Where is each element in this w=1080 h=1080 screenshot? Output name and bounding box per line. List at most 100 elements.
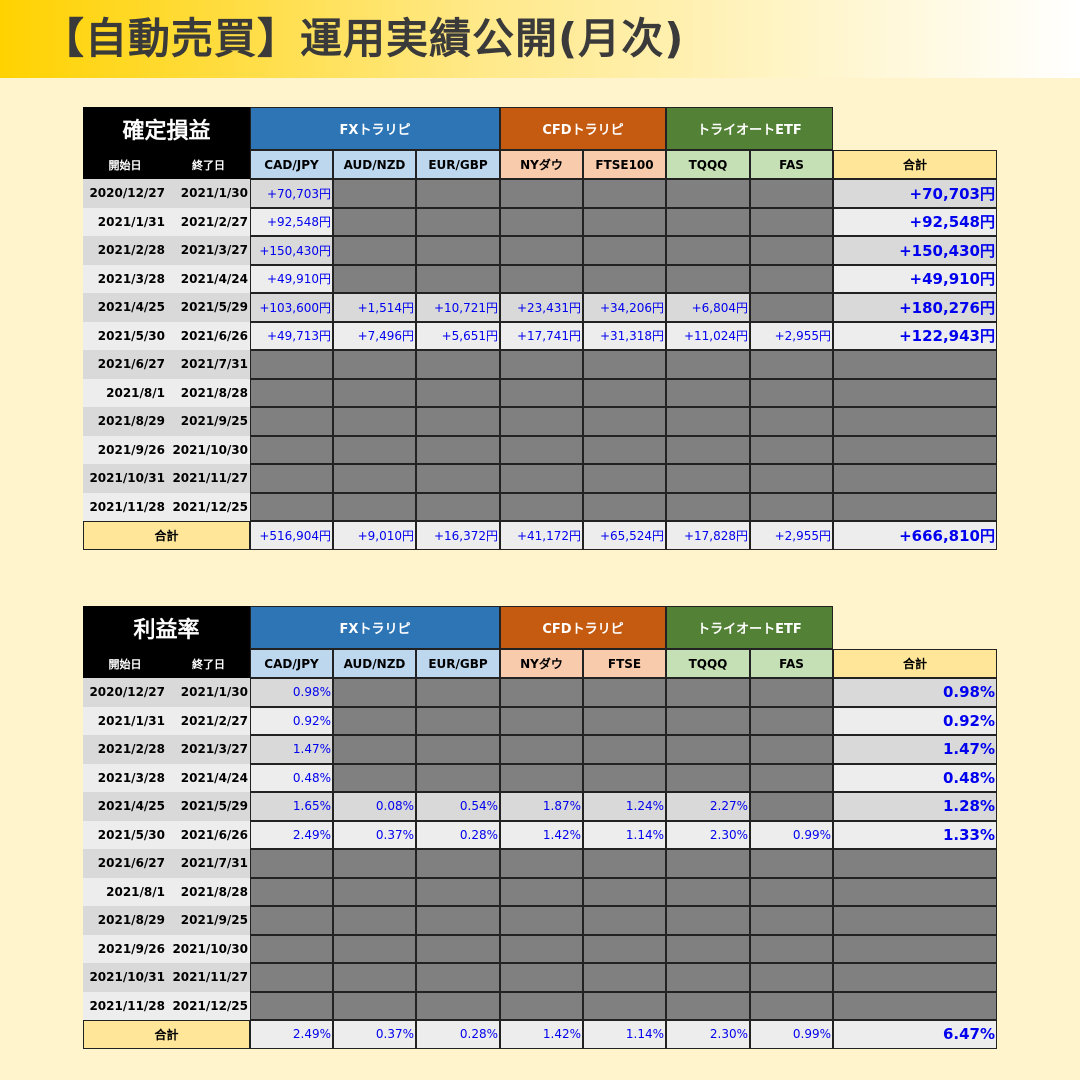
start-date: 2021/4/25 bbox=[83, 792, 167, 821]
value-cell: 2.30% bbox=[666, 820, 750, 849]
start-date-header: 開始日 bbox=[83, 150, 167, 179]
sum-value: 2.49% bbox=[250, 1020, 333, 1049]
empty-cell bbox=[250, 464, 333, 493]
empty-cell bbox=[583, 991, 666, 1020]
value-cell: 0.98% bbox=[250, 678, 333, 707]
start-date: 2021/8/1 bbox=[83, 378, 167, 407]
start-date: 2021/11/28 bbox=[83, 991, 167, 1020]
sum-label: 合計 bbox=[83, 1020, 250, 1049]
empty-cell bbox=[500, 492, 583, 521]
empty-cell bbox=[333, 763, 416, 792]
empty-cell bbox=[500, 264, 583, 293]
empty-cell bbox=[500, 435, 583, 464]
start-date: 2021/9/26 bbox=[83, 934, 167, 963]
empty-cell bbox=[750, 849, 833, 878]
value-cell: +49,713円 bbox=[250, 321, 333, 350]
end-date: 2021/2/27 bbox=[167, 207, 250, 236]
end-date-header: 終了日 bbox=[167, 649, 250, 678]
empty-cell bbox=[833, 906, 997, 935]
empty-cell bbox=[416, 236, 500, 265]
empty-cell bbox=[666, 906, 750, 935]
empty-cell bbox=[666, 706, 750, 735]
sum-value: +41,172円 bbox=[500, 521, 583, 550]
empty-cell bbox=[416, 906, 500, 935]
empty-cell bbox=[500, 407, 583, 436]
empty-cell bbox=[250, 991, 333, 1020]
empty-cell bbox=[250, 963, 333, 992]
value-cell: 0.99% bbox=[750, 820, 833, 849]
empty-cell bbox=[750, 407, 833, 436]
empty-cell bbox=[500, 934, 583, 963]
end-date: 2021/6/26 bbox=[167, 820, 250, 849]
start-date: 2021/3/28 bbox=[83, 264, 167, 293]
value-cell: 1.42% bbox=[500, 820, 583, 849]
value-cell: +103,600円 bbox=[250, 293, 333, 322]
column-header: CAD/JPY bbox=[250, 649, 333, 678]
value-cell: 2.27% bbox=[666, 792, 750, 821]
empty-cell bbox=[666, 264, 750, 293]
empty-cell bbox=[333, 350, 416, 379]
row-total: +49,910円 bbox=[833, 264, 997, 293]
empty-cell bbox=[250, 906, 333, 935]
empty-cell bbox=[583, 492, 666, 521]
empty-cell bbox=[583, 264, 666, 293]
empty-cell bbox=[500, 763, 583, 792]
column-header: TQQQ bbox=[666, 649, 750, 678]
empty-cell bbox=[333, 492, 416, 521]
empty-cell bbox=[666, 763, 750, 792]
sum-value: +17,828円 bbox=[666, 521, 750, 550]
empty-cell bbox=[583, 350, 666, 379]
empty-cell bbox=[583, 678, 666, 707]
empty-cell bbox=[333, 991, 416, 1020]
empty-cell bbox=[416, 763, 500, 792]
end-date: 2021/11/27 bbox=[167, 963, 250, 992]
empty-cell bbox=[583, 849, 666, 878]
table-title: 確定損益 bbox=[83, 107, 250, 150]
empty-cell bbox=[833, 963, 997, 992]
value-cell: 1.24% bbox=[583, 792, 666, 821]
empty-cell bbox=[583, 763, 666, 792]
end-date: 2021/1/30 bbox=[167, 678, 250, 707]
end-date: 2021/7/31 bbox=[167, 849, 250, 878]
end-date: 2021/3/27 bbox=[167, 236, 250, 265]
column-header: NYダウ bbox=[500, 649, 583, 678]
value-cell: 0.92% bbox=[250, 706, 333, 735]
value-cell: 1.14% bbox=[583, 820, 666, 849]
empty-cell bbox=[583, 906, 666, 935]
empty-cell bbox=[333, 906, 416, 935]
empty-cell bbox=[250, 849, 333, 878]
empty-cell bbox=[583, 735, 666, 764]
empty-cell bbox=[833, 378, 997, 407]
end-date: 2021/7/31 bbox=[167, 350, 250, 379]
empty-cell bbox=[750, 763, 833, 792]
value-cell: 1.47% bbox=[250, 735, 333, 764]
value-cell: +150,430円 bbox=[250, 236, 333, 265]
empty-cell bbox=[250, 934, 333, 963]
empty-cell bbox=[500, 350, 583, 379]
title-banner: 【自動売買】運用実績公開(月次) bbox=[0, 0, 1080, 78]
column-header: TQQQ bbox=[666, 150, 750, 179]
value-cell: 0.48% bbox=[250, 763, 333, 792]
row-total: 0.48% bbox=[833, 763, 997, 792]
empty-cell bbox=[333, 678, 416, 707]
end-date: 2021/9/25 bbox=[167, 906, 250, 935]
value-cell: +49,910円 bbox=[250, 264, 333, 293]
empty-cell bbox=[666, 350, 750, 379]
empty-cell bbox=[666, 236, 750, 265]
empty-cell bbox=[666, 435, 750, 464]
profit-table: 確定損益 FXトラリピ CFDトラリピ トライオートETF 開始日 終了日 CAD/JPY A… bbox=[83, 107, 997, 550]
sum-value: 1.14% bbox=[583, 1020, 666, 1049]
empty-cell bbox=[416, 706, 500, 735]
empty-cell bbox=[416, 378, 500, 407]
empty-cell bbox=[500, 706, 583, 735]
start-date: 2021/6/27 bbox=[83, 350, 167, 379]
empty-cell bbox=[666, 877, 750, 906]
empty-cell bbox=[583, 179, 666, 208]
row-total: +150,430円 bbox=[833, 236, 997, 265]
value-cell: 0.08% bbox=[333, 792, 416, 821]
value-cell: +1,514円 bbox=[333, 293, 416, 322]
empty-cell bbox=[750, 179, 833, 208]
start-date: 2021/9/26 bbox=[83, 435, 167, 464]
value-cell: +5,651円 bbox=[416, 321, 500, 350]
value-cell: +10,721円 bbox=[416, 293, 500, 322]
